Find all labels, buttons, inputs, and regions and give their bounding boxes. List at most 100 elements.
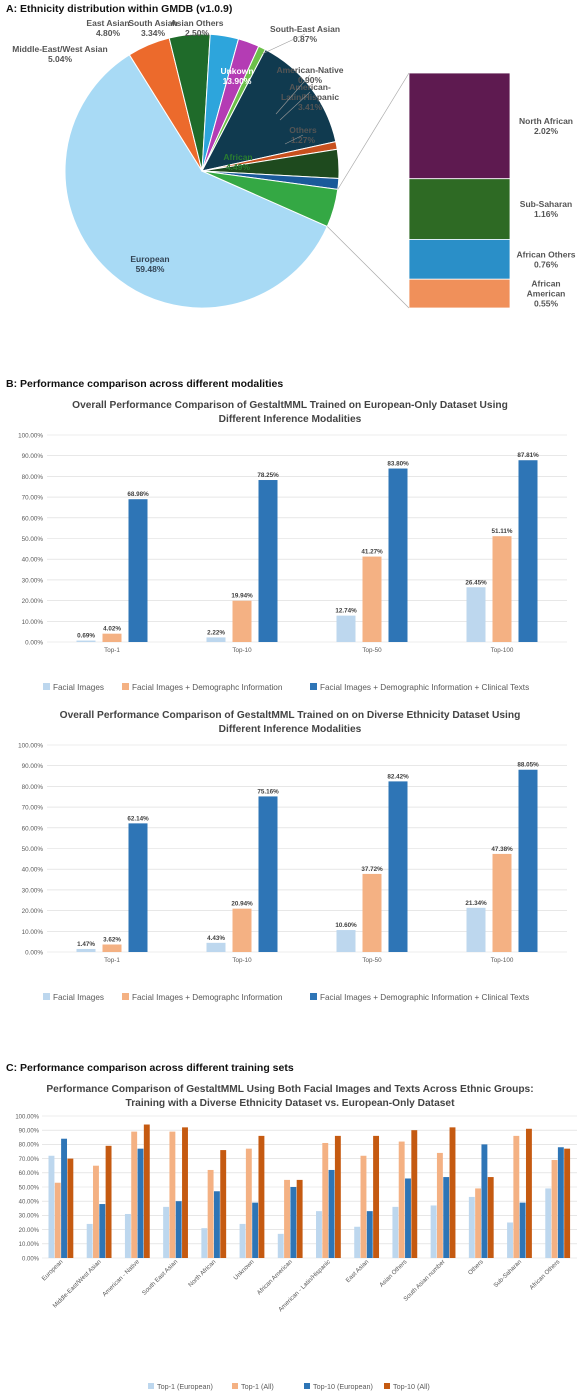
training-xtick-east-asian: East Asian [345,1258,371,1284]
eu-only-ytick: 30.00% [22,577,44,584]
pie-slice-african [201,170,339,228]
training-bar-african-others-s3 [557,1147,564,1258]
diverse-bar-top-50-s2 [362,873,382,952]
eu-only-title-line2: Different Inference Modalities [219,414,362,425]
eu-only-ytick: 90.00% [22,453,44,460]
eu-only-legend-swatch-1 [43,683,50,690]
diverse-ytick: 60.00% [22,825,44,832]
diverse-ytick: 40.00% [22,867,44,874]
section-a-title: A: Ethnicity distribution within GMDB (v… [6,3,233,15]
training-bar-others-s3 [481,1144,488,1258]
training-bar-asian-others-s2 [398,1141,405,1258]
pie-leader-line [279,91,311,121]
breakdown-connector-bottom [327,226,410,309]
diverse-ytick: 20.00% [22,908,44,915]
training-bar-american-native-s1 [124,1213,131,1258]
breakdown-label-sub-saharan-value: 1.16% [534,209,559,219]
training-bar-sub-saharan-s2 [513,1135,520,1258]
eu-only-xtick-top-10: Top-10 [232,647,252,654]
eu-only-ytick: 50.00% [22,536,44,543]
diverse-data-label-top-1-s1: 1.47% [77,941,95,948]
eu-only-ytick: 40.00% [22,557,44,564]
training-bar-middle-east-west-asian-s4 [105,1145,112,1258]
diverse-bar-top-1-s3 [128,823,148,952]
eu-only-legend-swatch-2 [122,683,129,690]
diverse-data-label-top-100-s1: 21.34% [465,900,487,907]
training-bar-african-american-s2 [284,1179,290,1258]
training-ytick: 60.00% [19,1171,40,1177]
training-bar-sub-saharan-s3 [519,1202,526,1258]
pie-label-middle-east-west-asian-name: Middle-East/West Asian [12,44,107,54]
pie-label-african-name: African [223,152,252,162]
training-legend-swatch-3 [304,1383,310,1389]
training-bar-middle-east-west-asian-s1 [86,1223,93,1258]
eu-only-legend-label-3: Facial Images + Demographic Information … [320,683,529,692]
diverse-bar-top-1-s2 [102,944,122,952]
training-bar-african-american-s1 [277,1233,284,1258]
training-bar-european-s1 [48,1155,55,1258]
training-xtick-african-others: African Others [528,1258,561,1291]
training-xtick-european: European [41,1258,65,1282]
training-set-comparison-chart: Performance Comparison of GestaltMML Usi… [15,1084,577,1391]
pie-slice-european [64,54,328,309]
training-bar-south-east-asian-s2 [169,1131,176,1258]
training-bar-american-latin-hispanic-s1 [316,1211,322,1258]
training-bar-european-s2 [54,1182,61,1258]
training-ytick: 50.00% [19,1185,40,1191]
eu-only-legend-label-1: Facial Images [53,683,104,692]
training-title: Performance Comparison of GestaltMML Usi… [46,1084,533,1095]
pie-label-south-east-asian-value: 0.87% [293,34,318,44]
pie-label-asian-others-name: Asian Others [171,18,224,28]
training-legend-label-1: Top-1 (European) [157,1382,213,1391]
training-xtick-sub-saharan: Sub-Saharan [492,1258,523,1289]
eu-only-bar-top-50-s2 [362,556,382,642]
diverse-ytick: 30.00% [22,887,44,894]
breakdown-label-north-african-value: 2.02% [534,126,559,136]
training-xtick-african-american: African American [256,1258,294,1296]
training-bar-american-latin-hispanic-s2 [322,1142,329,1258]
diverse-data-label-top-1-s3: 62.14% [127,815,149,822]
pie-label-south-asian-value: 3.34% [141,28,166,38]
training-ytick: 80.00% [19,1143,40,1149]
training-bar-african-american-s4 [296,1179,303,1258]
pie-label-african-value: 4.49% [226,162,251,172]
training-ytick: 70.00% [19,1157,40,1163]
eu-only-title: Overall Performance Comparison of Gestal… [72,400,508,411]
diverse-bar-top-100-s3 [518,769,538,952]
training-bar-asian-others-s1 [392,1206,399,1258]
diverse-bar-top-50-s3 [388,781,408,952]
training-xtick-south-east-asian: South East Asian [141,1258,180,1297]
diverse-data-label-top-50-s3: 82.42% [387,773,409,780]
pie-label-american-latin-hispanic-name: American- [289,82,331,92]
eu-only-bar-top-10-s3 [258,480,278,642]
training-ytick: 30.00% [19,1214,40,1220]
eu-only-xtick-top-1: Top-1 [104,647,120,654]
training-title-line2: Training with a Diverse Ethnicity Datase… [126,1098,456,1109]
eu-only-ytick: 20.00% [22,598,44,605]
eu-only-data-label-top-10-s3: 78.25% [257,472,279,479]
training-bar-american-native-s4 [143,1124,150,1258]
pie-label-asian-others-value: 2.50% [185,28,210,38]
eu-only-data-label-top-100-s2: 51.11% [491,528,512,535]
diverse-bar-top-10-s2 [232,908,252,952]
pie-label-east-asian-value: 4.80% [96,28,121,38]
training-bar-east-asian-s2 [360,1155,367,1258]
training-bar-others-s4 [487,1177,494,1258]
eu-only-ytick: 0.00% [25,640,43,647]
training-bar-south-asian-number-s2 [436,1152,443,1258]
pie-leader-line [284,134,304,145]
pie-label-south-asian-name: South Asian [128,18,177,28]
training-bar-others-s2 [475,1188,482,1258]
eu-only-data-label-top-50-s1: 12.74% [335,608,357,615]
training-ytick: 0.00% [22,1256,40,1262]
diverse-legend-swatch-3 [310,993,317,1000]
training-bar-sub-saharan-s1 [507,1222,513,1258]
training-bar-unknown-s4 [258,1135,265,1258]
eu-only-data-label-top-100-s3: 87.81% [517,452,539,459]
training-legend-swatch-4 [384,1383,390,1389]
eu-only-legend-swatch-3 [310,683,317,690]
diverse-data-label-top-50-s1: 10.60% [335,922,357,929]
training-bar-north-african-s3 [213,1191,220,1258]
breakdown-label-african-american-name: American [527,289,566,299]
eu-only-ytick: 100.00% [18,433,43,440]
